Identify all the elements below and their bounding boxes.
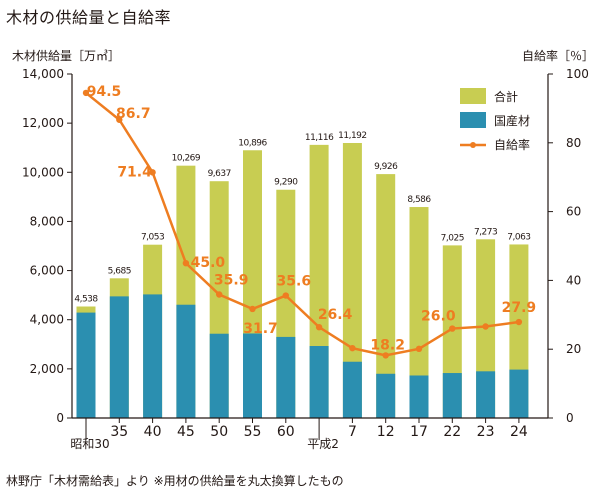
x-tick-label: 12	[377, 424, 395, 440]
domestic-bar	[476, 371, 496, 418]
x-tick-label: 35	[110, 424, 128, 440]
domestic-bar	[276, 336, 296, 418]
legend-domestic-label: 国産材	[494, 113, 530, 128]
x-tick-label: 24	[510, 424, 528, 440]
self-sufficiency-point	[116, 116, 123, 123]
domestic-bar	[409, 375, 429, 418]
self-sufficiency-value-label: 35.9	[214, 273, 249, 289]
domestic-bar	[342, 361, 362, 418]
domestic-bar	[442, 373, 462, 418]
self-sufficiency-value-label: 27.9	[502, 300, 537, 316]
domestic-bar	[109, 296, 129, 418]
self-sufficiency-point	[482, 323, 489, 330]
total-value-label: 9,637	[208, 169, 231, 179]
self-sufficiency-point	[182, 260, 190, 267]
self-sufficiency-value-label: 94.5	[87, 84, 122, 100]
x-tick-label: 17	[410, 424, 428, 440]
total-value-label: 7,273	[474, 227, 497, 237]
x-tick-label: 23	[477, 424, 495, 440]
source-note: 林野庁「木材需給表」より ※用材の供給量を丸太換算したもの	[6, 474, 344, 488]
total-bar	[376, 174, 396, 418]
self-sufficiency-point	[515, 318, 523, 326]
domestic-bar	[309, 346, 329, 418]
self-sufficiency-point	[415, 345, 423, 353]
total-value-label: 11,116	[305, 133, 334, 143]
self-sufficiency-point	[82, 89, 90, 97]
y-right-tick-label: 40	[566, 273, 581, 287]
self-sufficiency-value-label: 45.0	[191, 255, 226, 271]
self-sufficiency-value-label: 18.2	[370, 337, 405, 353]
x-tick-label: 7	[348, 424, 357, 440]
self-sufficiency-value-label: 31.7	[243, 321, 278, 337]
y-right-tick-label: 20	[566, 342, 581, 356]
legend-total-label: 合計	[494, 89, 518, 104]
y-right-tick-label: 0	[566, 411, 574, 425]
legend-rate-marker	[470, 142, 476, 148]
self-sufficiency-value-label: 71.4	[117, 164, 152, 180]
total-value-label: 7,063	[507, 232, 530, 242]
self-sufficiency-point	[249, 305, 256, 313]
x-tick-label: 昭和30	[70, 437, 109, 451]
y-left-tick-label: 10,000	[22, 165, 64, 179]
y-right-tick-label: 100	[566, 67, 589, 81]
x-tick-label: 平成2	[307, 437, 339, 451]
legend-domestic-swatch	[460, 112, 486, 128]
y-left-tick-label: 6,000	[30, 264, 64, 278]
self-sufficiency-value-label: 35.6	[277, 274, 312, 290]
self-sufficiency-point	[349, 344, 356, 352]
y-left-tick-label: 14,000	[22, 67, 64, 81]
self-sufficiency-point	[216, 291, 223, 298]
domestic-bar	[209, 333, 229, 418]
domestic-bar	[509, 369, 529, 418]
y-left-tick-label: 12,000	[22, 116, 64, 130]
legend-total-swatch	[460, 88, 486, 104]
total-value-label: 11,192	[338, 131, 367, 141]
legend-rate-label: 自給率	[494, 137, 530, 152]
x-tick-label: 60	[277, 424, 295, 440]
self-sufficiency-point	[382, 352, 389, 359]
domestic-bar	[176, 304, 196, 418]
x-tick-label: 50	[210, 424, 228, 440]
y-left-axis-title: 木材供給量［万㎥］	[12, 49, 120, 63]
total-value-label: 10,896	[238, 138, 267, 148]
y-right-tick-label: 60	[566, 205, 581, 219]
total-value-label: 9,290	[274, 178, 298, 188]
total-value-label: 7,053	[141, 233, 164, 243]
total-value-label: 5,685	[108, 266, 131, 276]
self-sufficiency-value-label: 26.0	[421, 309, 456, 325]
self-sufficiency-value-label: 86.7	[116, 106, 151, 122]
self-sufficiency-point	[282, 292, 289, 299]
total-value-label: 10,269	[172, 154, 201, 164]
y-right-axis-title: 自給率［％］	[522, 48, 594, 63]
domestic-bar	[76, 312, 96, 418]
self-sufficiency-value-label: 26.4	[318, 307, 353, 323]
x-tick-label: 40	[144, 424, 162, 440]
total-value-label: 7,025	[441, 233, 464, 243]
x-tick-label: 55	[244, 424, 262, 440]
y-left-tick-label: 4,000	[30, 313, 64, 327]
y-right-tick-label: 80	[566, 136, 581, 150]
self-sufficiency-point	[449, 325, 456, 332]
y-left-tick-label: 2,000	[30, 362, 64, 376]
self-sufficiency-point	[149, 169, 156, 176]
y-left-tick-label: 0	[56, 411, 64, 425]
x-tick-label: 22	[443, 424, 461, 440]
total-bar	[409, 207, 429, 418]
x-tick-label: 45	[177, 424, 195, 440]
domestic-bar	[243, 333, 262, 418]
self-sufficiency-line	[85, 91, 520, 357]
domestic-bar	[376, 373, 396, 418]
chart-title: 木材の供給量と自給率	[6, 8, 172, 27]
y-left-tick-label: 8,000	[30, 214, 64, 228]
total-value-label: 9,926	[374, 162, 398, 172]
self-sufficiency-point	[315, 323, 323, 331]
domestic-bar	[143, 294, 163, 418]
total-value-label: 8,586	[407, 195, 431, 205]
total-value-label: 4,538	[74, 294, 98, 304]
